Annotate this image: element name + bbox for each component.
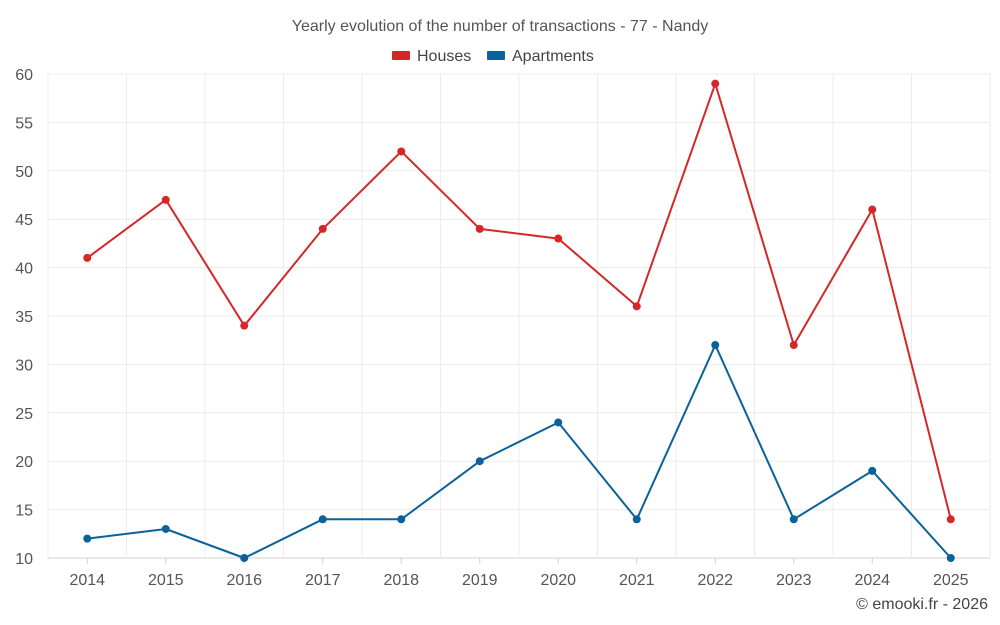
legend-label-apartments[interactable]: Apartments — [512, 48, 594, 65]
data-point-apartments[interactable] — [318, 515, 327, 524]
x-tick-label: 2017 — [305, 572, 341, 589]
x-axis-ticks: 2014 2015 2016 2017 2018 2019 2020 2021 2022 2023… — [69, 558, 969, 589]
grid — [47, 73, 991, 559]
data-point-apartments[interactable] — [946, 554, 955, 562]
y-tick-label: 55 — [15, 115, 33, 132]
x-tick-label: 2015 — [148, 572, 184, 589]
x-tick-label: 2014 — [69, 572, 105, 589]
data-point-apartments[interactable] — [711, 341, 720, 350]
data-point-houses[interactable] — [868, 205, 877, 214]
data-point-houses[interactable] — [397, 147, 406, 156]
data-point-apartments[interactable] — [868, 466, 877, 475]
data-point-houses[interactable] — [83, 253, 92, 262]
series-line-apartments — [87, 344, 952, 559]
x-tick-label: 2019 — [462, 572, 498, 589]
data-point-houses[interactable] — [554, 234, 563, 243]
data-point-houses[interactable] — [789, 341, 798, 350]
legend-swatch-apartments[interactable] — [487, 51, 505, 60]
data-point-apartments[interactable] — [632, 515, 641, 524]
x-tick-label: 2016 — [226, 572, 262, 589]
data-point-houses[interactable] — [161, 195, 170, 204]
chart-title: Yearly evolution of the number of transa… — [292, 18, 709, 35]
data-point-houses[interactable] — [632, 302, 641, 311]
credit-text: © emooki.fr - 2026 — [856, 596, 988, 613]
data-point-houses[interactable] — [946, 515, 955, 524]
x-tick-label: 2022 — [697, 572, 733, 589]
y-tick-label: 45 — [15, 212, 33, 229]
legend: Houses Apartments — [392, 48, 594, 65]
data-point-apartments[interactable] — [161, 524, 170, 533]
x-tick-label: 2024 — [854, 572, 890, 589]
data-point-apartments[interactable] — [789, 515, 798, 524]
y-tick-label: 20 — [15, 454, 33, 471]
x-tick-label: 2025 — [933, 572, 969, 589]
x-tick-label: 2021 — [619, 572, 655, 589]
legend-swatch-houses[interactable] — [392, 51, 410, 60]
series-line-houses — [86, 82, 952, 520]
x-tick-label: 2018 — [383, 572, 419, 589]
data-point-apartments[interactable] — [83, 534, 92, 543]
data-point-apartments[interactable] — [554, 418, 563, 427]
y-tick-label: 50 — [15, 164, 33, 181]
y-tick-label: 30 — [15, 357, 33, 374]
x-tick-label: 2020 — [540, 572, 576, 589]
y-tick-label: 60 — [15, 67, 33, 84]
data-point-houses[interactable] — [318, 224, 327, 233]
legend-label-houses[interactable]: Houses — [417, 48, 471, 65]
data-point-apartments[interactable] — [397, 515, 406, 524]
y-tick-label: 35 — [15, 309, 33, 326]
y-tick-label: 15 — [15, 503, 33, 520]
data-point-apartments[interactable] — [475, 457, 484, 466]
y-tick-label: 10 — [15, 551, 33, 568]
data-point-houses[interactable] — [475, 224, 484, 233]
series-lines — [83, 79, 955, 562]
y-tick-label: 40 — [15, 261, 33, 278]
y-axis-ticks: 10 15 20 25 30 35 40 45 50 55 60 — [15, 67, 33, 568]
data-point-houses[interactable] — [711, 79, 720, 88]
x-tick-label: 2023 — [776, 572, 812, 589]
data-point-apartments[interactable] — [240, 554, 249, 562]
y-tick-label: 25 — [15, 406, 33, 423]
data-point-houses[interactable] — [240, 321, 249, 330]
